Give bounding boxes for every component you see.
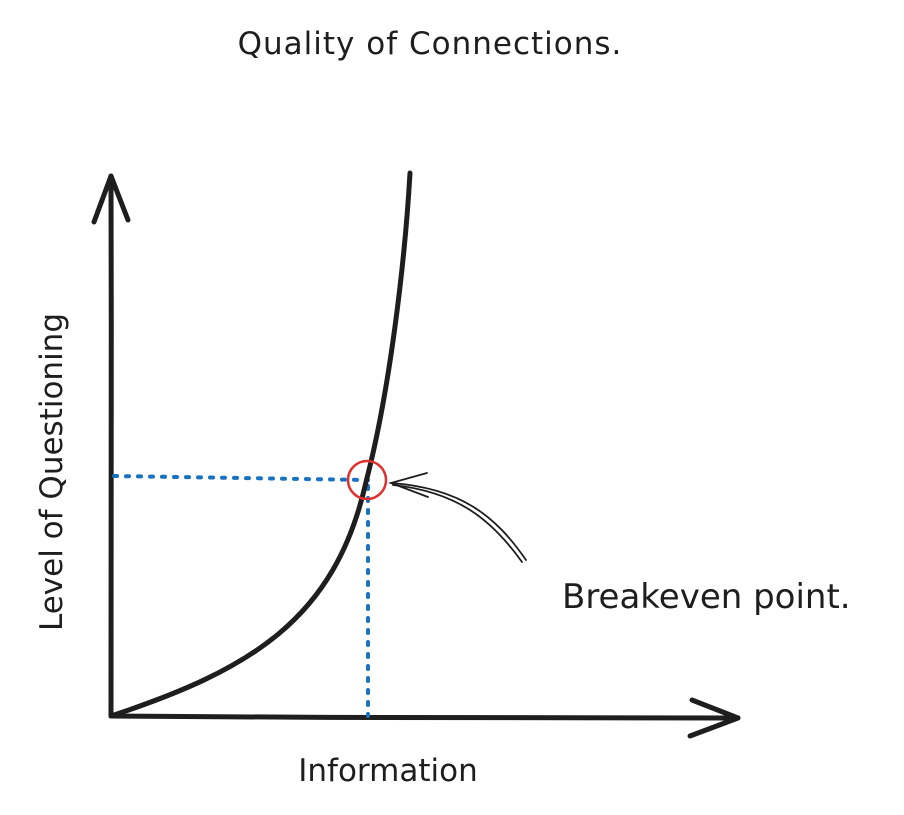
growth-curve xyxy=(108,170,413,719)
x-axis-line xyxy=(108,713,741,721)
x-axis-arrowhead xyxy=(687,697,741,739)
y-axis-label: Level of Questioning xyxy=(34,313,70,631)
annotation-arrow xyxy=(388,472,527,563)
y-axis-arrowhead xyxy=(91,173,131,225)
breakeven-marker xyxy=(346,459,388,501)
y-axis-line xyxy=(108,173,114,719)
x-axis-label: Information xyxy=(298,753,477,789)
breakeven-guides xyxy=(112,474,370,718)
y-axis xyxy=(91,173,131,719)
x-axis xyxy=(108,697,741,739)
diagram-title: Quality of Connections. xyxy=(238,26,623,62)
horizontal-guide-line xyxy=(112,474,370,482)
breakeven-annotation: Breakeven point. xyxy=(562,577,851,617)
